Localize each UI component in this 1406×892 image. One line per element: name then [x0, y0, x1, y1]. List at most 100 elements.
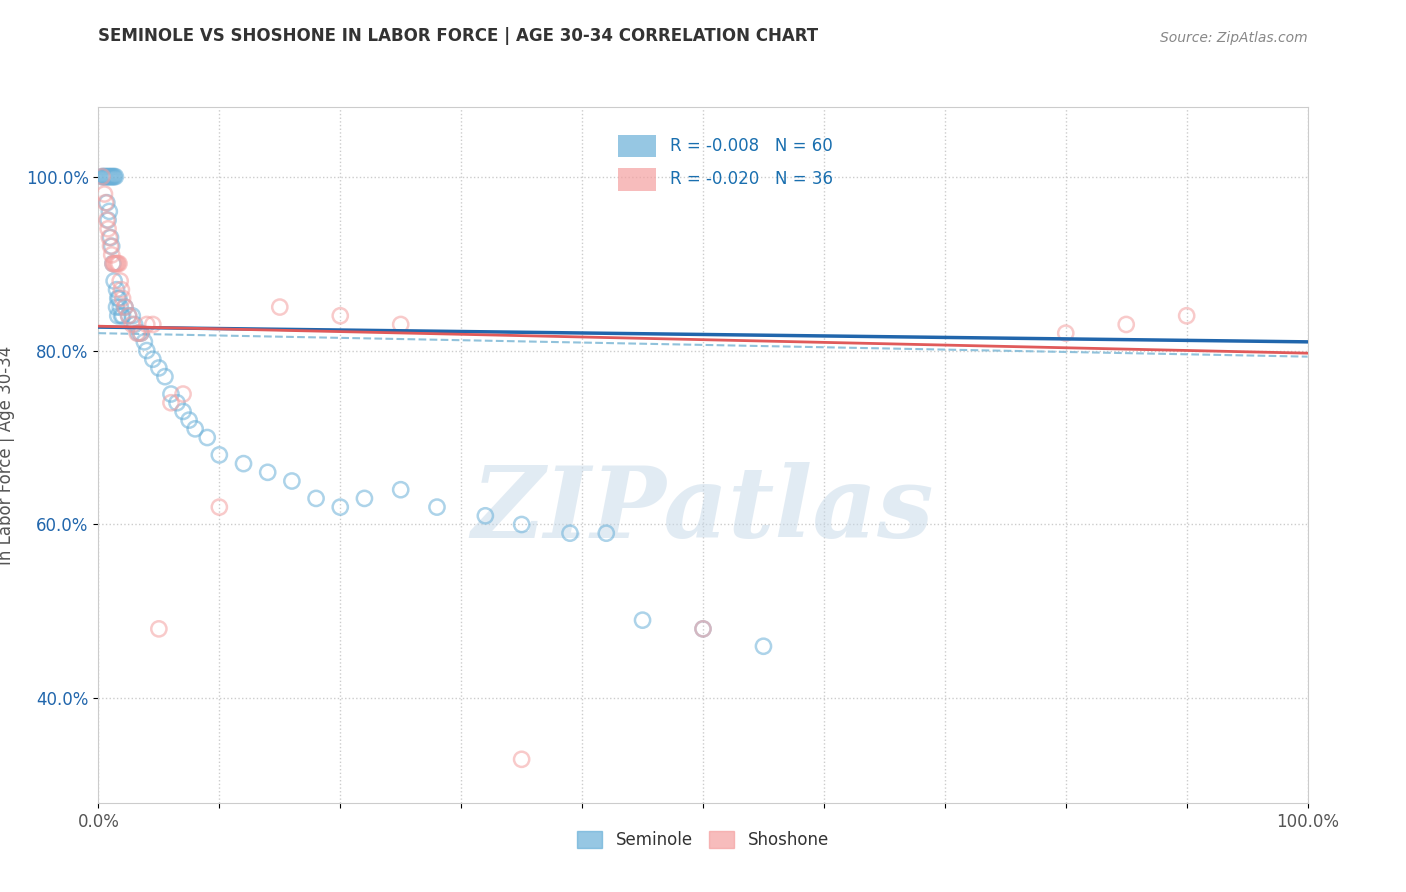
- Point: [631, 613, 654, 627]
- Point: [110, 309, 132, 323]
- Point: [118, 309, 141, 323]
- Point: [107, 309, 129, 323]
- Text: ZIPatlas: ZIPatlas: [472, 462, 934, 558]
- Point: [104, 169, 127, 184]
- Point: [329, 500, 352, 514]
- Point: [558, 526, 581, 541]
- Point: [389, 483, 412, 497]
- Point: [111, 291, 134, 305]
- Point: [129, 326, 152, 341]
- Point: [172, 404, 194, 418]
- Point: [93, 169, 115, 184]
- Point: [269, 300, 291, 314]
- Point: [108, 274, 131, 288]
- Point: [103, 257, 125, 271]
- Point: [1115, 318, 1137, 332]
- Point: [135, 318, 157, 332]
- Point: [98, 204, 121, 219]
- Point: [104, 257, 127, 271]
- Point: [426, 500, 449, 514]
- Point: [103, 274, 125, 288]
- Point: [105, 257, 128, 271]
- Point: [1054, 326, 1077, 341]
- Point: [353, 491, 375, 506]
- Point: [100, 248, 122, 262]
- Point: [108, 257, 131, 271]
- Point: [142, 318, 165, 332]
- Y-axis label: In Labor Force | Age 30-34: In Labor Force | Age 30-34: [0, 345, 14, 565]
- Point: [121, 309, 143, 323]
- Point: [107, 257, 129, 271]
- Point: [474, 508, 496, 523]
- Point: [121, 318, 143, 332]
- Point: [329, 309, 352, 323]
- Point: [98, 169, 121, 184]
- Point: [389, 318, 412, 332]
- Point: [114, 300, 136, 314]
- Point: [118, 309, 141, 323]
- Point: [105, 300, 128, 314]
- Point: [101, 169, 124, 184]
- Point: [160, 396, 183, 410]
- Point: [100, 169, 122, 184]
- Point: [98, 230, 121, 244]
- Point: [129, 326, 152, 341]
- Point: [1175, 309, 1198, 323]
- Point: [510, 517, 533, 532]
- Point: [281, 474, 304, 488]
- Point: [91, 169, 114, 184]
- Point: [100, 239, 122, 253]
- Point: [101, 257, 124, 271]
- Point: [100, 239, 122, 253]
- Point: [510, 752, 533, 766]
- Point: [153, 369, 176, 384]
- Point: [692, 622, 714, 636]
- Point: [103, 169, 125, 184]
- Point: [135, 343, 157, 358]
- Point: [127, 326, 149, 341]
- Text: SEMINOLE VS SHOSHONE IN LABOR FORCE | AGE 30-34 CORRELATION CHART: SEMINOLE VS SHOSHONE IN LABOR FORCE | AG…: [98, 27, 818, 45]
- Point: [111, 309, 134, 323]
- Point: [97, 169, 120, 184]
- Point: [108, 291, 131, 305]
- Point: [93, 187, 115, 202]
- Point: [305, 491, 328, 506]
- Point: [107, 291, 129, 305]
- Point: [114, 300, 136, 314]
- Point: [94, 169, 117, 184]
- Point: [101, 257, 124, 271]
- Point: [91, 169, 114, 184]
- Point: [127, 326, 149, 341]
- Point: [172, 387, 194, 401]
- Point: [105, 283, 128, 297]
- Point: [96, 195, 118, 210]
- Point: [160, 387, 183, 401]
- Point: [208, 448, 231, 462]
- Point: [148, 361, 170, 376]
- Point: [100, 169, 122, 184]
- Point: [142, 352, 165, 367]
- Point: [96, 213, 118, 227]
- Point: [752, 639, 775, 653]
- Legend: Seminole, Shoshone: Seminole, Shoshone: [569, 822, 837, 857]
- Point: [108, 300, 131, 314]
- Point: [94, 195, 117, 210]
- Point: [595, 526, 617, 541]
- Point: [91, 169, 114, 184]
- Point: [97, 213, 120, 227]
- Point: [96, 169, 118, 184]
- Point: [124, 318, 146, 332]
- Point: [256, 465, 278, 479]
- Point: [166, 396, 188, 410]
- Point: [97, 222, 120, 236]
- Point: [100, 230, 122, 244]
- Point: [110, 283, 132, 297]
- Point: [179, 413, 201, 427]
- Point: [692, 622, 714, 636]
- Point: [232, 457, 254, 471]
- Text: Source: ZipAtlas.com: Source: ZipAtlas.com: [1160, 30, 1308, 45]
- Point: [195, 431, 218, 445]
- Point: [208, 500, 231, 514]
- Point: [184, 422, 207, 436]
- Point: [134, 334, 156, 349]
